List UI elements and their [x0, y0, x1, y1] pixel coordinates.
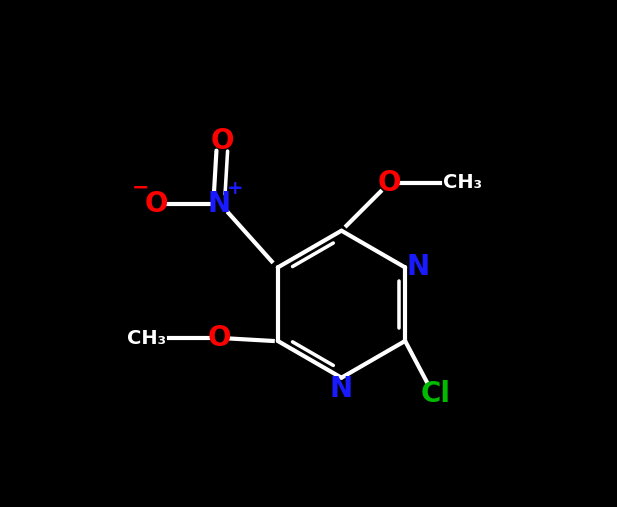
Text: N: N — [406, 254, 429, 281]
Text: O: O — [208, 324, 231, 352]
Text: CH₃: CH₃ — [127, 329, 166, 348]
Text: CH₃: CH₃ — [443, 173, 482, 192]
Text: O: O — [210, 127, 234, 155]
Text: O: O — [378, 168, 402, 197]
Text: −: − — [132, 178, 150, 198]
Text: Cl: Cl — [421, 380, 450, 408]
Text: N: N — [330, 375, 353, 403]
Text: +: + — [226, 179, 243, 198]
Text: O: O — [144, 190, 168, 218]
Text: N: N — [208, 190, 231, 218]
